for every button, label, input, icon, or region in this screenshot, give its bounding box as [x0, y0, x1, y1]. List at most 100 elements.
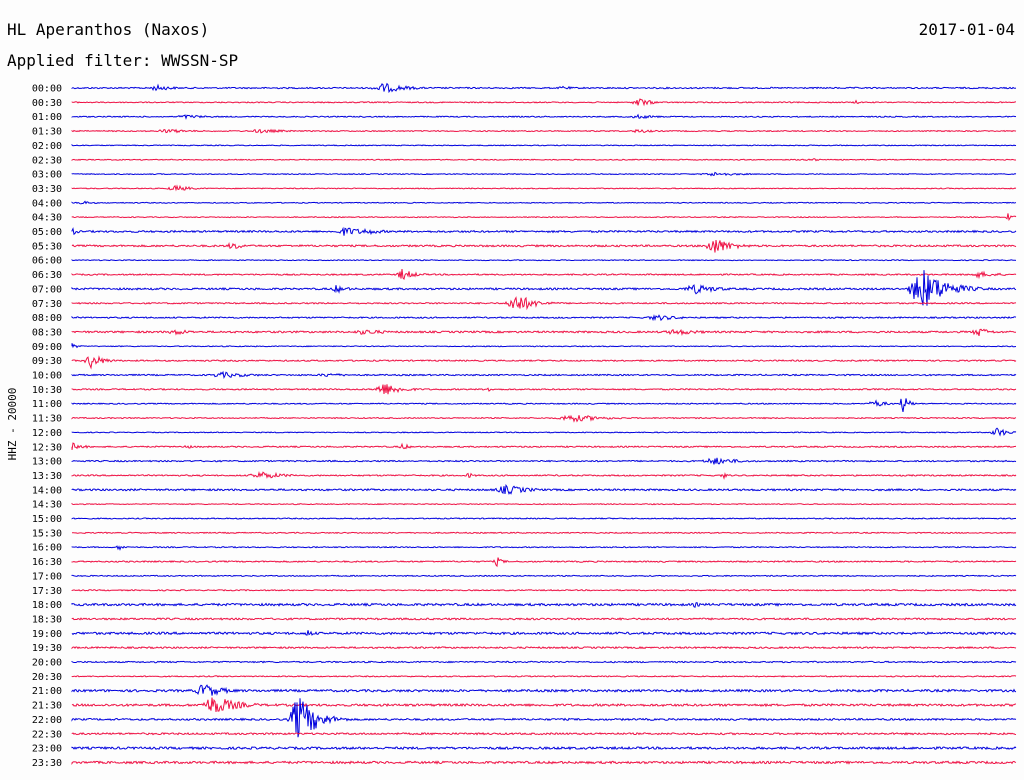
trace-line-1830: [71, 617, 1017, 621]
row-time-label: 13:00: [32, 457, 62, 468]
trace-line-0100: [71, 113, 1017, 120]
trace-line-1130: [71, 414, 1017, 423]
row-time-label: 15:00: [32, 514, 62, 525]
row-time-label: 14:30: [32, 500, 62, 511]
row-time-label: 21:00: [32, 686, 62, 697]
row-time-label: 10:00: [32, 371, 62, 382]
trace-line-0730: [71, 296, 1017, 311]
record-date: 2017-01-04: [918, 20, 1015, 39]
filter-label: Applied filter: WWSSN-SP: [7, 51, 239, 70]
row-time-label: 15:30: [32, 528, 62, 539]
row-time-label: 19:30: [32, 643, 62, 654]
row-time-label: 02:30: [32, 155, 62, 166]
trace-line-1030: [71, 384, 1017, 395]
row-time-label: 14:00: [32, 485, 62, 496]
trace-line-2100: [71, 684, 1017, 696]
row-time-label: 09:00: [32, 342, 62, 353]
trace-line-1700: [71, 574, 1017, 578]
row-time-label: 07:00: [32, 284, 62, 295]
trace-line-1630: [71, 557, 1017, 568]
row-time-label: 11:30: [32, 414, 62, 425]
row-time-label: 20:30: [32, 672, 62, 683]
trace-line-0000: [71, 82, 1017, 94]
station-title: HL Aperanthos (Naxos): [7, 20, 210, 39]
trace-line-1900: [71, 630, 1017, 636]
trace-line-2230: [71, 731, 1017, 736]
trace-line-0700: [71, 270, 1017, 306]
trace-line-0330: [71, 184, 1017, 192]
row-time-label: 13:30: [32, 471, 62, 482]
row-time-label: 17:00: [32, 571, 62, 582]
trace-line-1000: [71, 370, 1017, 380]
trace-line-1930: [71, 646, 1017, 650]
row-time-label: 23:00: [32, 744, 62, 755]
trace-rows: 00:00 00:30 01:00 01:30 02:00 02:30 03:00 03:30…: [32, 82, 1017, 769]
row-time-label: 06:30: [32, 270, 62, 281]
trace-line-1600: [71, 545, 1017, 551]
trace-line-0600: [71, 259, 1017, 262]
trace-line-0130: [71, 128, 1017, 134]
trace-line-0800: [71, 314, 1017, 322]
row-time-label: 03:30: [32, 184, 62, 195]
trace-line-2030: [71, 675, 1017, 678]
trace-line-1430: [71, 502, 1017, 506]
row-time-label: 10:30: [32, 385, 62, 396]
row-time-label: 16:30: [32, 557, 62, 568]
trace-line-0230: [71, 158, 1017, 162]
row-time-label: 03:00: [32, 170, 62, 181]
trace-line-1800: [71, 601, 1017, 608]
row-time-label: 22:00: [32, 715, 62, 726]
trace-line-0430: [71, 213, 1017, 222]
trace-line-1200: [71, 427, 1017, 437]
row-time-label: 11:00: [32, 399, 62, 410]
trace-line-1300: [71, 457, 1017, 465]
row-time-label: 12:00: [32, 428, 62, 439]
trace-line-2300: [71, 745, 1017, 751]
trace-line-1530: [71, 531, 1017, 535]
row-time-label: 21:30: [32, 701, 62, 712]
row-time-label: 22:30: [32, 729, 62, 740]
trace-line-0830: [71, 328, 1017, 337]
row-time-label: 12:30: [32, 442, 62, 453]
row-time-label: 08:00: [32, 313, 62, 324]
trace-line-1400: [71, 483, 1017, 495]
row-time-label: 02:00: [32, 141, 62, 152]
trace-line-0630: [71, 269, 1017, 280]
row-time-label: 04:30: [32, 213, 62, 224]
row-time-label: 18:30: [32, 614, 62, 625]
row-time-label: 04:00: [32, 198, 62, 209]
trace-line-2330: [71, 760, 1017, 765]
row-time-label: 09:30: [32, 356, 62, 367]
trace-line-0200: [71, 144, 1017, 147]
trace-line-0530: [71, 240, 1017, 253]
row-time-label: 16:00: [32, 543, 62, 554]
trace-line-0930: [71, 355, 1017, 370]
trace-line-0300: [71, 171, 1017, 177]
row-time-label: 00:30: [32, 98, 62, 109]
trace-line-0400: [71, 200, 1017, 205]
trace-line-0500: [71, 226, 1017, 236]
row-time-label: 07:30: [32, 299, 62, 310]
trace-line-2130: [71, 697, 1017, 713]
row-time-label: 20:00: [32, 658, 62, 669]
row-time-label: 05:30: [32, 241, 62, 252]
channel-label: HHZ - 20000: [6, 388, 19, 461]
row-time-label: 00:00: [32, 84, 62, 95]
row-time-label: 23:30: [32, 758, 62, 769]
row-time-label: 18:00: [32, 600, 62, 611]
trace-line-1500: [71, 517, 1017, 520]
trace-line-2200: [71, 698, 1017, 738]
trace-line-1330: [71, 471, 1017, 480]
row-time-label: 01:00: [32, 112, 62, 123]
trace-line-1730: [71, 589, 1017, 592]
trace-line-2000: [71, 660, 1017, 664]
row-time-label: 01:30: [32, 127, 62, 138]
row-time-label: 19:00: [32, 629, 62, 640]
trace-line-0900: [71, 343, 1017, 349]
row-time-label: 06:00: [32, 256, 62, 267]
trace-line-1230: [71, 442, 1017, 450]
row-time-label: 17:30: [32, 586, 62, 597]
trace-line-1100: [71, 398, 1017, 413]
trace-line-0030: [71, 98, 1016, 107]
